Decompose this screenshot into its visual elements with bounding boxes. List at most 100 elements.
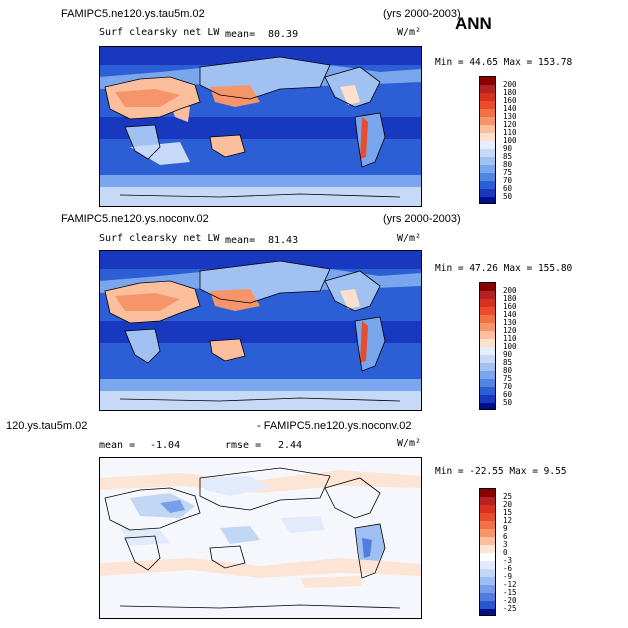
colorbar-tick: 85 xyxy=(503,152,513,161)
panel3-rmse-value: 2.44 xyxy=(278,440,303,451)
colorbar-swatch xyxy=(480,593,495,601)
colorbar-swatch xyxy=(480,181,495,189)
colorbar-swatch xyxy=(480,601,495,609)
panel2-minmax: Min = 47.26 Max = 155.80 xyxy=(435,263,573,274)
colorbar-swatch xyxy=(480,395,495,403)
colorbar-swatch xyxy=(480,189,495,197)
panel2-mean-value: 81.43 xyxy=(268,235,299,246)
panel3-map xyxy=(99,457,422,619)
colorbar-tick: -3 xyxy=(503,556,513,565)
colorbar-tick: 130 xyxy=(503,318,517,327)
colorbar-tick: 60 xyxy=(503,390,513,399)
colorbar-swatch xyxy=(480,307,495,315)
colorbar-swatch xyxy=(480,299,495,307)
colorbar-tick: 140 xyxy=(503,310,517,319)
colorbar-tick: 120 xyxy=(503,326,517,335)
panel2-map xyxy=(99,250,422,411)
colorbar-tick: 130 xyxy=(503,112,517,121)
colorbar-tick: -6 xyxy=(503,564,513,573)
colorbar-tick: 70 xyxy=(503,382,513,391)
colorbar-swatch xyxy=(480,323,495,331)
colorbar-tick: 0 xyxy=(503,548,508,557)
panel1-mean-label: mean= xyxy=(225,29,256,40)
colorbar-swatch xyxy=(480,505,495,513)
colorbar-swatch xyxy=(480,93,495,101)
colorbar-tick: 3 xyxy=(503,540,508,549)
colorbar-tick: 100 xyxy=(503,136,517,145)
colorbar-tick: 75 xyxy=(503,168,513,177)
colorbar-swatch xyxy=(480,585,495,593)
panel3-mean-label: mean = xyxy=(99,440,136,451)
panel3-subtract-title: - FAMIPC5.ne120.ys.noconv.02 xyxy=(257,420,412,432)
colorbar-tick: -15 xyxy=(503,588,517,597)
colorbar-tick: 12 xyxy=(503,516,513,525)
colorbar-swatch xyxy=(480,347,495,355)
panel2-units: W/m² xyxy=(397,233,422,244)
panel3-mean-value: -1.04 xyxy=(150,440,181,451)
colorbar-swatch xyxy=(480,283,495,291)
colorbar-swatch xyxy=(480,117,495,125)
panel3-minmax: Min = -22.55 Max = 9.55 xyxy=(435,466,567,477)
colorbar-tick: 160 xyxy=(503,96,517,105)
colorbar-swatch xyxy=(480,197,495,203)
colorbar-tick: 70 xyxy=(503,176,513,185)
colorbar-swatch xyxy=(480,569,495,577)
colorbar-swatch xyxy=(480,609,495,615)
colorbar-swatch xyxy=(480,489,495,497)
colorbar-swatch xyxy=(480,545,495,553)
colorbar-swatch xyxy=(480,291,495,299)
colorbar-swatch xyxy=(480,101,495,109)
panel3-case-title: 120.ys.tau5m.02 xyxy=(6,420,88,432)
colorbar-tick: 180 xyxy=(503,294,517,303)
colorbar-swatch xyxy=(480,403,495,409)
panel1-map xyxy=(99,46,422,207)
panel2-case-title: FAMIPC5.ne120.ys.noconv.02 xyxy=(61,213,209,225)
colorbar-tick: 75 xyxy=(503,374,513,383)
colorbar-swatch xyxy=(480,363,495,371)
colorbar-swatch xyxy=(480,133,495,141)
colorbar-swatch xyxy=(480,577,495,585)
panel1-minmax: Min = 44.65 Max = 153.78 xyxy=(435,57,573,68)
colorbar-tick: 6 xyxy=(503,532,508,541)
panel3-colorbar xyxy=(479,488,496,616)
colorbar-tick: -9 xyxy=(503,572,513,581)
panel1-colorbar xyxy=(479,76,496,204)
colorbar-tick: 110 xyxy=(503,128,517,137)
panel3-rmse-label: rmse = xyxy=(225,440,262,451)
colorbar-tick: 25 xyxy=(503,492,513,501)
colorbar-swatch xyxy=(480,85,495,93)
colorbar-swatch xyxy=(480,125,495,133)
colorbar-tick: 60 xyxy=(503,184,513,193)
colorbar-swatch xyxy=(480,165,495,173)
colorbar-swatch xyxy=(480,141,495,149)
panel1-units: W/m² xyxy=(397,27,422,38)
colorbar-swatch xyxy=(480,371,495,379)
panel2-mean-label: mean= xyxy=(225,235,256,246)
colorbar-tick: -25 xyxy=(503,604,517,613)
panel2-variable: Surf clearsky net LW xyxy=(99,233,220,244)
panel2-years: (yrs 2000-2003) xyxy=(383,213,461,225)
colorbar-tick: 9 xyxy=(503,524,508,533)
colorbar-swatch xyxy=(480,513,495,521)
colorbar-swatch xyxy=(480,339,495,347)
colorbar-tick: 140 xyxy=(503,104,517,113)
colorbar-swatch xyxy=(480,521,495,529)
colorbar-tick: 160 xyxy=(503,302,517,311)
colorbar-swatch xyxy=(480,149,495,157)
panel1-variable: Surf clearsky net LW xyxy=(99,27,220,38)
colorbar-swatch xyxy=(480,387,495,395)
colorbar-tick: 180 xyxy=(503,88,517,97)
colorbar-swatch xyxy=(480,77,495,85)
colorbar-swatch xyxy=(480,497,495,505)
colorbar-swatch xyxy=(480,315,495,323)
colorbar-tick: 90 xyxy=(503,350,513,359)
panel1-years: (yrs 2000-2003) xyxy=(383,8,461,20)
colorbar-tick: 80 xyxy=(503,366,513,375)
colorbar-tick: 90 xyxy=(503,144,513,153)
season-label: ANN xyxy=(455,14,492,33)
colorbar-tick: 50 xyxy=(503,398,513,407)
colorbar-tick: 200 xyxy=(503,286,517,295)
colorbar-swatch xyxy=(480,537,495,545)
colorbar-tick: 200 xyxy=(503,80,517,89)
colorbar-tick: 80 xyxy=(503,160,513,169)
